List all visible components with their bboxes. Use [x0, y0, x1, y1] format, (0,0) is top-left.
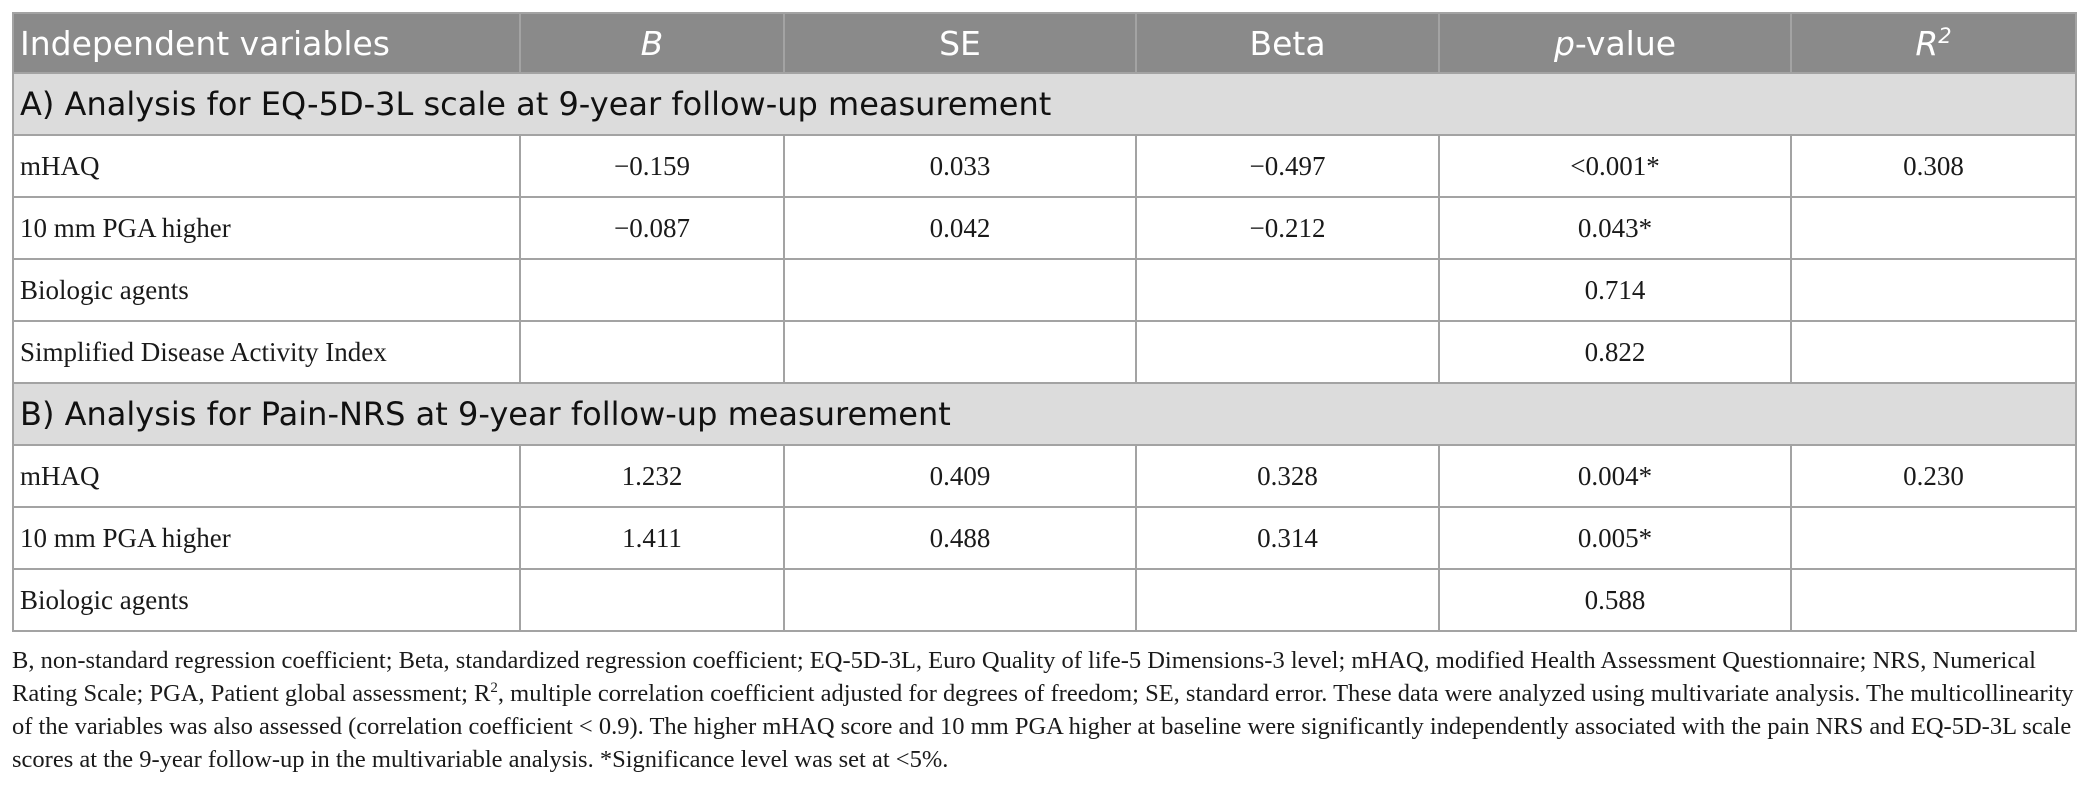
cell-p-value: 0.005*	[1438, 506, 1792, 570]
header-b: B	[519, 12, 785, 74]
cell-p-value: 0.588	[1438, 568, 1792, 632]
table-row: 10 mm PGA higher −0.087 0.042 −0.212 0.043*	[12, 196, 2077, 260]
cell-p-value: <0.001*	[1438, 134, 1792, 198]
cell-se: 0.033	[783, 134, 1137, 198]
cell-r-squared	[1790, 568, 2077, 632]
header-independent-variables: Independent variables	[12, 12, 521, 74]
section-title: B) Analysis for Pain-NRS at 9-year follo…	[12, 382, 2077, 446]
cell-b: 1.411	[519, 506, 785, 570]
header-p-italic: p	[1553, 23, 1575, 63]
section-row: A) Analysis for EQ-5D-3L scale at 9-year…	[12, 72, 2077, 136]
table-container: Independent variables B SE Beta p-value …	[12, 12, 2077, 776]
cell-beta: −0.497	[1135, 134, 1440, 198]
table-row: Simplified Disease Activity Index 0.822	[12, 320, 2077, 384]
cell-variable: Biologic agents	[12, 568, 521, 632]
footnote-text-2: , multiple correlation coefficient adjus…	[12, 680, 2074, 773]
cell-beta	[1135, 258, 1440, 322]
cell-p-value: 0.004*	[1438, 444, 1792, 508]
cell-se: 0.488	[783, 506, 1137, 570]
cell-se	[783, 258, 1137, 322]
cell-se	[783, 568, 1137, 632]
table-row: mHAQ 1.232 0.409 0.328 0.004* 0.230	[12, 444, 2077, 508]
header-p-value: p-value	[1438, 12, 1792, 74]
cell-p-value: 0.822	[1438, 320, 1792, 384]
cell-r-squared: 0.230	[1790, 444, 2077, 508]
cell-se	[783, 320, 1137, 384]
cell-beta	[1135, 568, 1440, 632]
cell-variable: Simplified Disease Activity Index	[12, 320, 521, 384]
cell-variable: mHAQ	[12, 134, 521, 198]
cell-b: −0.159	[519, 134, 785, 198]
cell-b	[519, 568, 785, 632]
table-row: 10 mm PGA higher 1.411 0.488 0.314 0.005*	[12, 506, 2077, 570]
cell-r-squared	[1790, 196, 2077, 260]
cell-r-squared	[1790, 320, 2077, 384]
table-body: A) Analysis for EQ-5D-3L scale at 9-year…	[12, 72, 2077, 632]
section-title: A) Analysis for EQ-5D-3L scale at 9-year…	[12, 72, 2077, 136]
cell-variable: Biologic agents	[12, 258, 521, 322]
cell-p-value: 0.043*	[1438, 196, 1792, 260]
header-r-sup: 2	[1938, 23, 1952, 48]
cell-b: −0.087	[519, 196, 785, 260]
cell-b: 1.232	[519, 444, 785, 508]
cell-variable: 10 mm PGA higher	[12, 506, 521, 570]
cell-r-squared	[1790, 258, 2077, 322]
footnote-text-1: B, non-standard regression coefficient; …	[12, 647, 2036, 707]
cell-se: 0.042	[783, 196, 1137, 260]
cell-beta: 0.328	[1135, 444, 1440, 508]
cell-b	[519, 320, 785, 384]
header-p-rest: -value	[1574, 23, 1677, 63]
cell-beta: −0.212	[1135, 196, 1440, 260]
cell-b	[519, 258, 785, 322]
table-footnote: B, non-standard regression coefficient; …	[12, 644, 2075, 776]
table-row: Biologic agents 0.714	[12, 258, 2077, 322]
cell-beta	[1135, 320, 1440, 384]
cell-variable: 10 mm PGA higher	[12, 196, 521, 260]
cell-se: 0.409	[783, 444, 1137, 508]
table-row: mHAQ −0.159 0.033 −0.497 <0.001* 0.308	[12, 134, 2077, 198]
section-row: B) Analysis for Pain-NRS at 9-year follo…	[12, 382, 2077, 446]
cell-r-squared: 0.308	[1790, 134, 2077, 198]
cell-r-squared	[1790, 506, 2077, 570]
regression-table: Independent variables B SE Beta p-value …	[12, 12, 2077, 632]
header-se: SE	[783, 12, 1137, 74]
cell-variable: mHAQ	[12, 444, 521, 508]
header-beta: Beta	[1135, 12, 1440, 74]
cell-beta: 0.314	[1135, 506, 1440, 570]
header-r-base: R	[1915, 23, 1939, 63]
footnote-sup: 2	[490, 679, 498, 696]
table-row: Biologic agents 0.588	[12, 568, 2077, 632]
header-row: Independent variables B SE Beta p-value …	[12, 12, 2077, 74]
cell-p-value: 0.714	[1438, 258, 1792, 322]
header-r-squared: R2	[1790, 12, 2077, 74]
